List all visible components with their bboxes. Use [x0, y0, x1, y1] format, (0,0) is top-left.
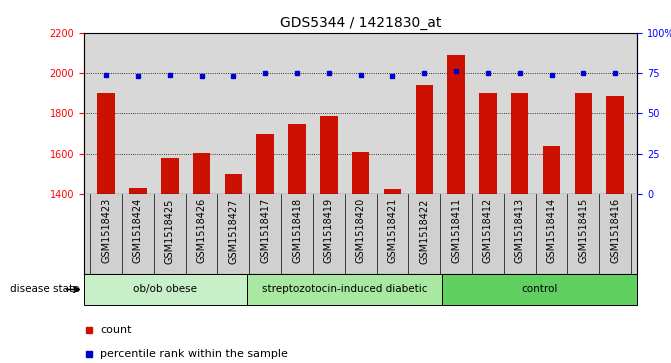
Title: GDS5344 / 1421830_at: GDS5344 / 1421830_at	[280, 16, 442, 30]
Text: GSM1518414: GSM1518414	[547, 198, 556, 263]
Text: GSM1518421: GSM1518421	[387, 198, 397, 264]
Text: GSM1518417: GSM1518417	[260, 198, 270, 264]
Bar	[352, 152, 370, 363]
Text: disease state: disease state	[9, 285, 79, 294]
Text: GSM1518419: GSM1518419	[324, 198, 334, 263]
Text: GSM1518425: GSM1518425	[165, 198, 174, 264]
Text: GSM1518416: GSM1518416	[610, 198, 620, 263]
Text: GSM1518418: GSM1518418	[292, 198, 302, 263]
Text: GSM1518412: GSM1518412	[483, 198, 493, 264]
Bar	[84, 274, 247, 305]
Bar	[97, 93, 115, 363]
Bar	[574, 93, 592, 363]
Text: GSM1518422: GSM1518422	[419, 198, 429, 264]
Bar	[384, 189, 401, 363]
Bar	[543, 146, 560, 363]
Bar	[415, 85, 433, 363]
Bar	[442, 274, 637, 305]
Text: streptozotocin-induced diabetic: streptozotocin-induced diabetic	[262, 285, 427, 294]
Bar	[479, 93, 497, 363]
Bar	[289, 123, 306, 363]
Text: GSM1518411: GSM1518411	[451, 198, 461, 263]
Bar	[320, 117, 338, 363]
Text: control: control	[521, 285, 558, 294]
Text: percentile rank within the sample: percentile rank within the sample	[101, 349, 289, 359]
Text: GSM1518413: GSM1518413	[515, 198, 525, 263]
Bar	[607, 96, 624, 363]
Text: GSM1518423: GSM1518423	[101, 198, 111, 264]
Text: GSM1518424: GSM1518424	[133, 198, 143, 264]
Bar	[225, 174, 242, 363]
Bar	[256, 134, 274, 363]
Text: GSM1518420: GSM1518420	[356, 198, 366, 264]
Bar	[161, 158, 178, 363]
Text: GSM1518426: GSM1518426	[197, 198, 207, 264]
Text: GSM1518415: GSM1518415	[578, 198, 588, 264]
Text: GSM1518427: GSM1518427	[228, 198, 238, 264]
Bar	[511, 93, 529, 363]
Bar	[448, 55, 465, 363]
Text: ob/ob obese: ob/ob obese	[134, 285, 197, 294]
Bar	[247, 274, 442, 305]
Bar	[130, 188, 147, 363]
Bar	[193, 153, 210, 363]
Text: count: count	[101, 325, 132, 335]
